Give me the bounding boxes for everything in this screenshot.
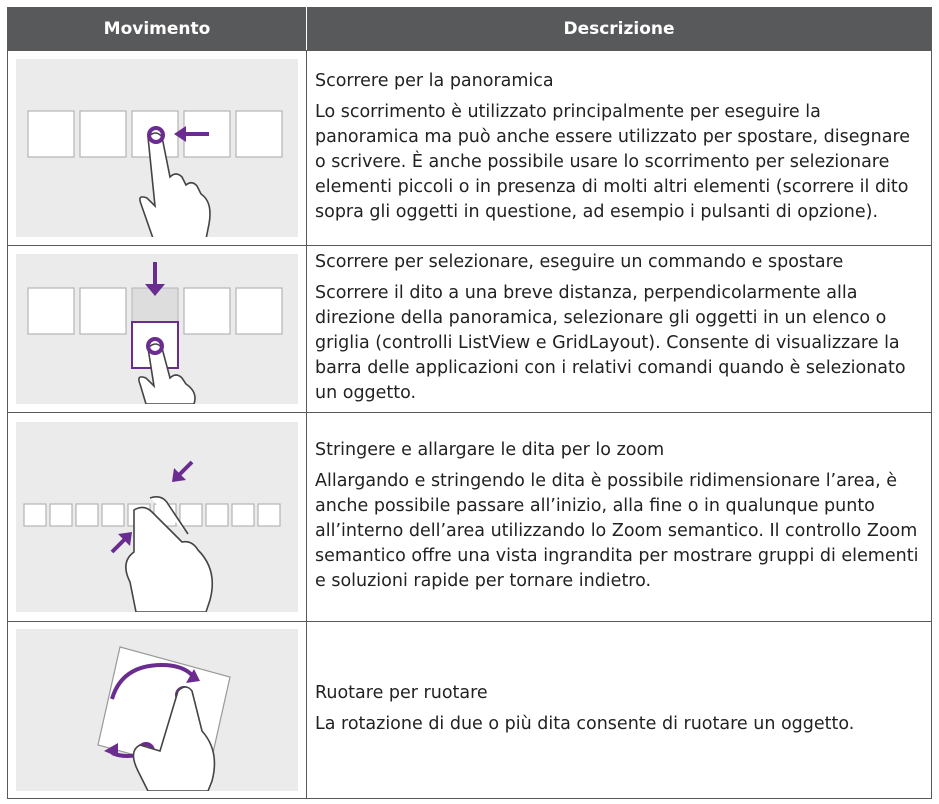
gesture-title: Scorrere per la panoramica [315,71,554,91]
select-illustration [16,254,298,404]
pan-illustration [16,59,298,237]
gesture-description: La rotazione di due o più dita consente … [315,714,855,734]
rotate-illustration [16,629,298,791]
gesture-image-cell [7,621,307,799]
row: Ruotare per ruotare La rotazione di due … [7,621,932,799]
row: Stringere e allargare le dita per lo zoo… [7,412,932,622]
gesture-title: Ruotare per ruotare [315,683,488,703]
description-cell: Stringere e allargare le dita per lo zoo… [306,412,932,622]
gesture-image-cell [7,50,307,246]
zoom-illustration [16,422,298,612]
gesture-title: Stringere e allargare le dita per lo zoo… [315,440,665,460]
gesture-image-cell [7,245,307,413]
gesture-table: Movimento Descrizione Scorrere per la pa… [7,7,932,799]
gesture-description: Scorrere il dito a una breve distanza, p… [315,283,906,403]
gesture-image-cell [7,412,307,622]
description-cell: Scorrere per la panoramica Lo scorriment… [306,50,932,246]
row: Scorrere per la panoramica Lo scorriment… [7,50,932,246]
description-cell: Scorrere per selezionare, eseguire un co… [306,245,932,413]
gesture-description: Lo scorrimento è utilizzato principalmen… [315,102,911,222]
header-row: Movimento Descrizione [7,7,932,51]
column-header: Movimento [7,7,307,51]
description-cell: Ruotare per ruotare La rotazione di due … [306,621,932,799]
row: Scorrere per selezionare, eseguire un co… [7,245,932,413]
column-header: Descrizione [306,7,932,51]
gesture-description: Allargando e stringendo le dita è possib… [315,471,919,591]
gesture-title: Scorrere per selezionare, eseguire un co… [315,252,844,272]
